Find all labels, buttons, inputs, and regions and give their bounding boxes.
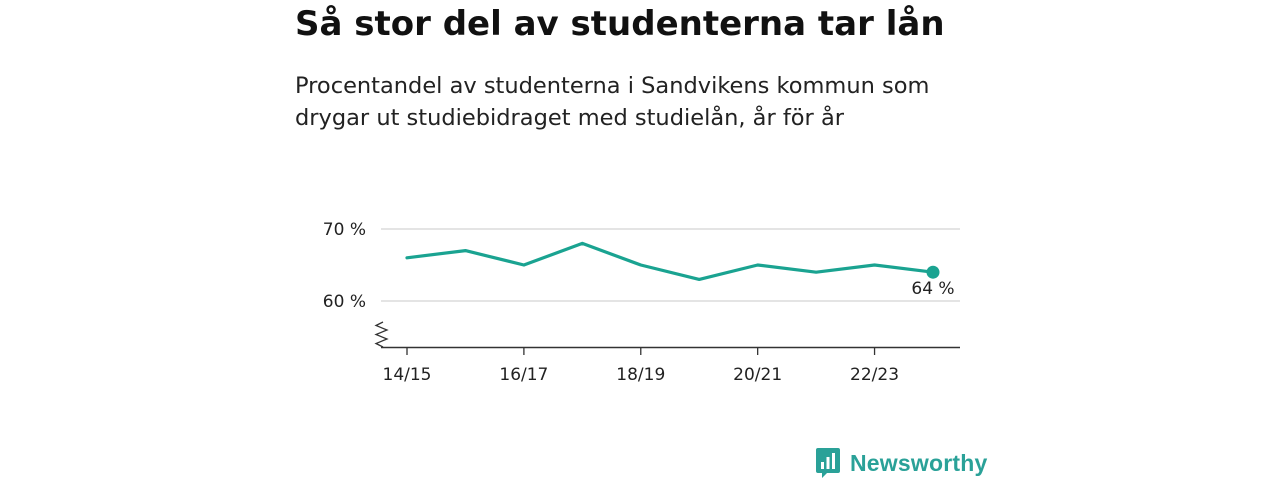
axis-break-icon	[374, 321, 389, 348]
newsworthy-logo-text: Newsworthy	[850, 449, 988, 476]
gridlines	[381, 228, 960, 302]
series-layer	[405, 241, 940, 281]
x-tick-label: 20/21	[733, 365, 782, 385]
end-point-marker	[926, 265, 940, 279]
y-axis-ticks: 60 % 70 %	[323, 220, 366, 312]
chart-title: Så stor del av studenterna tar lån	[295, 4, 945, 44]
y-tick-label: 70 %	[323, 220, 366, 240]
newsworthy-logo-icon	[816, 448, 840, 478]
x-tick-label: 16/17	[499, 365, 548, 385]
x-tick-label: 14/15	[383, 365, 432, 385]
newsworthy-logo: Newsworthy	[815, 446, 987, 480]
x-tick-label: 18/19	[616, 365, 665, 385]
end-value-label: 64 %	[911, 279, 954, 299]
chart-subtitle: Procentandel av studenterna i Sandvikens…	[295, 73, 930, 131]
y-tick-label: 60 %	[323, 292, 366, 312]
x-axis-ticks: 14/15 16/17 18/19 20/21 22/23	[383, 347, 899, 385]
x-tick-label: 22/23	[850, 365, 899, 385]
series-line	[405, 241, 935, 281]
